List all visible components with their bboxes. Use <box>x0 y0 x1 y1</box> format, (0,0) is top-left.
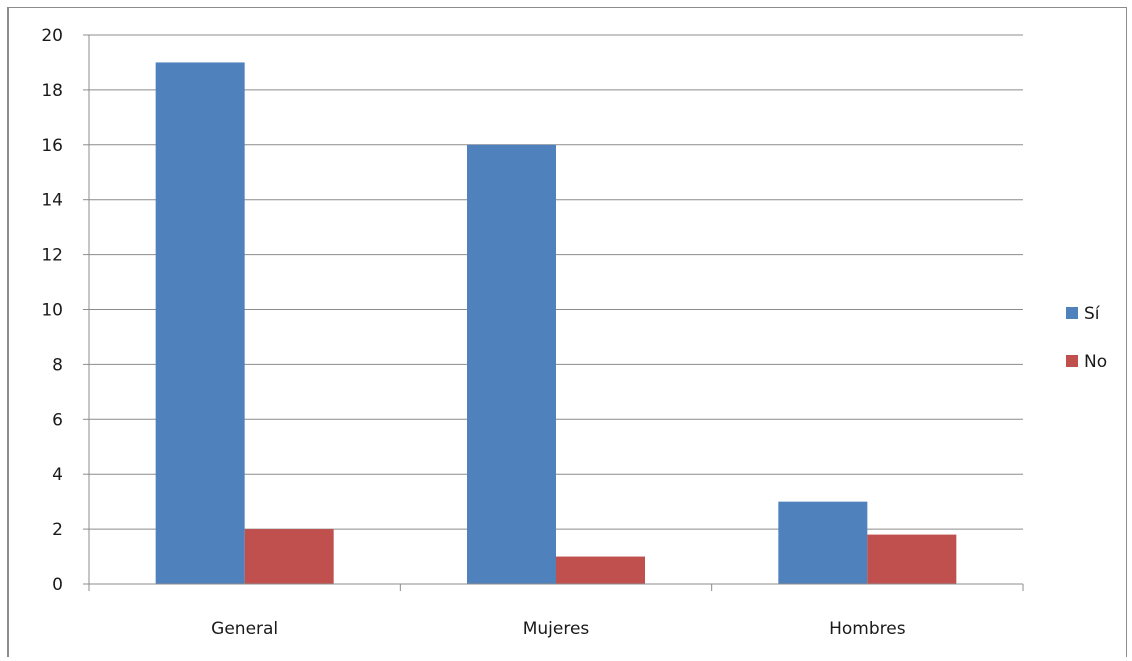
bar-hombres-1 <box>867 534 957 584</box>
y-tick-labels: 0 2 4 6 8 10 12 14 16 18 20 <box>41 26 63 595</box>
legend-swatch <box>1066 355 1078 367</box>
y-tick-label: 8 <box>52 355 63 375</box>
bar-general-1 <box>244 529 334 584</box>
bar-general-0 <box>155 62 245 584</box>
y-tick-label: 10 <box>41 301 63 321</box>
y-tick-label: 20 <box>41 26 63 46</box>
x-tick-label: General <box>211 619 278 639</box>
legend-label: Sí <box>1084 304 1101 324</box>
bars <box>155 62 957 585</box>
x-tick-label: Hombres <box>829 619 906 639</box>
bar-hombres-0 <box>778 501 868 584</box>
bar-mujeres-1 <box>556 556 645 584</box>
y-tick-label: 12 <box>41 246 63 266</box>
bar-mujeres-0 <box>467 144 556 585</box>
y-tick-label: 6 <box>52 410 63 430</box>
y-tick-label: 16 <box>41 136 63 156</box>
axes <box>83 34 1024 591</box>
legend: Sí No <box>1066 304 1107 372</box>
x-tick-labels: General Mujeres Hombres <box>211 619 906 639</box>
y-tick-label: 18 <box>41 81 63 101</box>
x-tick-label: Mujeres <box>523 619 590 639</box>
legend-label: No <box>1084 352 1107 372</box>
y-tick-label: 4 <box>52 465 63 485</box>
y-tick-label: 14 <box>41 191 63 211</box>
y-tick-label: 2 <box>52 520 63 540</box>
legend-swatch <box>1066 307 1078 319</box>
y-tick-label: 0 <box>52 575 63 595</box>
